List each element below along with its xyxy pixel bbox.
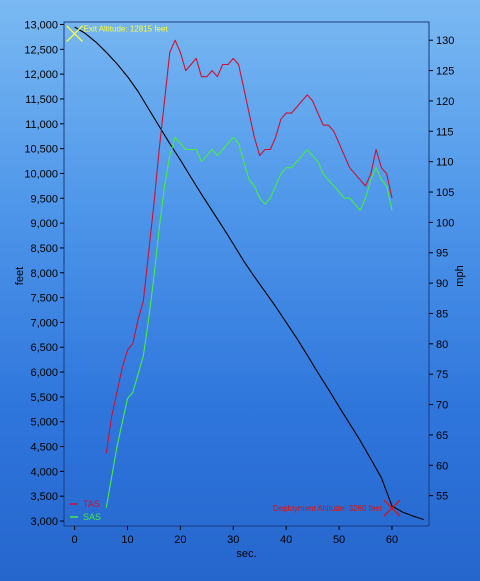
annotation-x-marker [66,25,84,43]
y2-tick-label: 100 [436,217,454,229]
y-tick-label: 4,000 [30,466,58,478]
y-tick-label: 4,500 [30,442,58,454]
y2-tick-label: 120 [436,96,454,108]
altitude-series-line [74,26,424,521]
deployment-altitude-annotation: Deployment Altitude: 3260 feet [273,504,383,513]
y2-tick-label: 110 [436,157,454,169]
y2-tick-label: 130 [436,35,454,47]
legend-sas-label: SAS [83,512,101,522]
legend-tas-label: TAS [83,499,100,509]
y2-tick-label: 80 [436,339,448,351]
y2-tick-label: 75 [436,369,448,381]
y-tick-label: 12,500 [24,44,58,56]
x-axis-title: sec. [236,548,256,560]
y-tick-label: 8,500 [30,243,58,255]
y-tick-label: 6,500 [30,342,58,354]
y-tick-label: 5,500 [30,392,58,404]
x-tick-label: 50 [333,534,345,546]
x-tick-label: 30 [227,534,239,546]
y-tick-label: 10,000 [24,168,58,180]
y2-tick-label: 115 [436,126,454,138]
y-tick-label: 8,000 [30,268,58,280]
y2-tick-label: 90 [436,278,448,290]
y-tick-label: 10,500 [24,144,58,156]
y2-tick-label: 60 [436,460,448,472]
y-tick-label: 12,000 [24,69,58,81]
y2-tick-label: 95 [436,248,448,260]
y2-tick-label: 65 [436,430,448,442]
annotation-x-marker [383,499,401,517]
y2-axis-title: mph [454,265,466,286]
x-tick-label: 20 [174,534,186,546]
y2-tick-label: 70 [436,400,448,412]
x-tick-label: 60 [386,534,398,546]
y-tick-label: 11,000 [25,119,58,131]
sas-series-line [105,136,393,508]
y-tick-label: 13,000 [24,19,58,31]
x-tick-label: 40 [280,534,292,546]
tas-series-line [105,39,393,454]
x-tick-label: 0 [72,534,78,546]
y-tick-label: 5,000 [30,417,58,429]
y2-tick-label: 125 [436,66,454,78]
y-tick-label: 3,000 [30,516,58,528]
y-tick-label: 9,000 [30,218,58,230]
x-tick-label: 10 [121,534,133,546]
y-tick-label: 6,000 [30,367,58,379]
y2-tick-label: 85 [436,308,448,320]
y-tick-label: 9,500 [30,193,58,205]
y-tick-label: 7,000 [30,317,58,329]
y2-tick-label: 105 [436,187,454,199]
exit-altitude-annotation: Exit Altitude: 12815 feet [84,25,169,34]
y-tick-label: 3,500 [30,491,58,503]
y-tick-label: 7,500 [30,293,58,305]
y2-tick-label: 55 [436,491,448,503]
plot-area [63,21,430,527]
y-tick-label: 11,500 [25,94,58,106]
y-axis-title: feet [14,267,26,285]
